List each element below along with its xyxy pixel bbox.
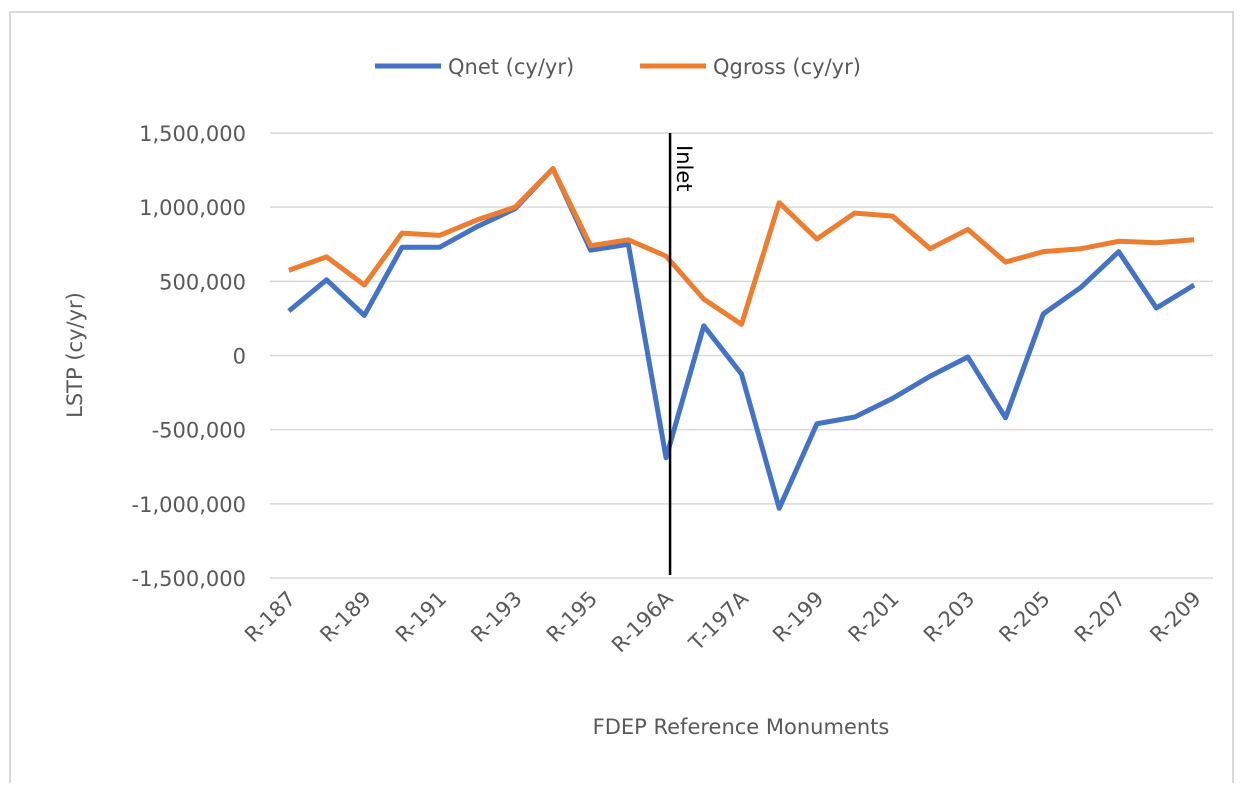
legend-label: Qgross (cy/yr) bbox=[713, 55, 861, 79]
x-axis-title: FDEP Reference Monuments bbox=[593, 715, 890, 739]
legend-label: Qnet (cy/yr) bbox=[448, 55, 574, 79]
y-tick-label: 500,000 bbox=[159, 270, 246, 294]
chart-border bbox=[9, 11, 1234, 787]
y-tick-label: -1,500,000 bbox=[132, 567, 246, 591]
y-axis-title: LSTP (cy/yr) bbox=[63, 292, 87, 418]
y-tick-label: 1,000,000 bbox=[139, 196, 246, 220]
y-tick-label: 1,500,000 bbox=[139, 122, 246, 146]
data-line bbox=[288, 166, 1195, 327]
y-tick-label: 0 bbox=[233, 345, 246, 369]
y-tick-label: -1,000,000 bbox=[132, 493, 246, 517]
annotation-label: Inlet bbox=[672, 145, 696, 192]
y-tick-label: -500,000 bbox=[152, 419, 246, 443]
data-line bbox=[287, 166, 1196, 511]
